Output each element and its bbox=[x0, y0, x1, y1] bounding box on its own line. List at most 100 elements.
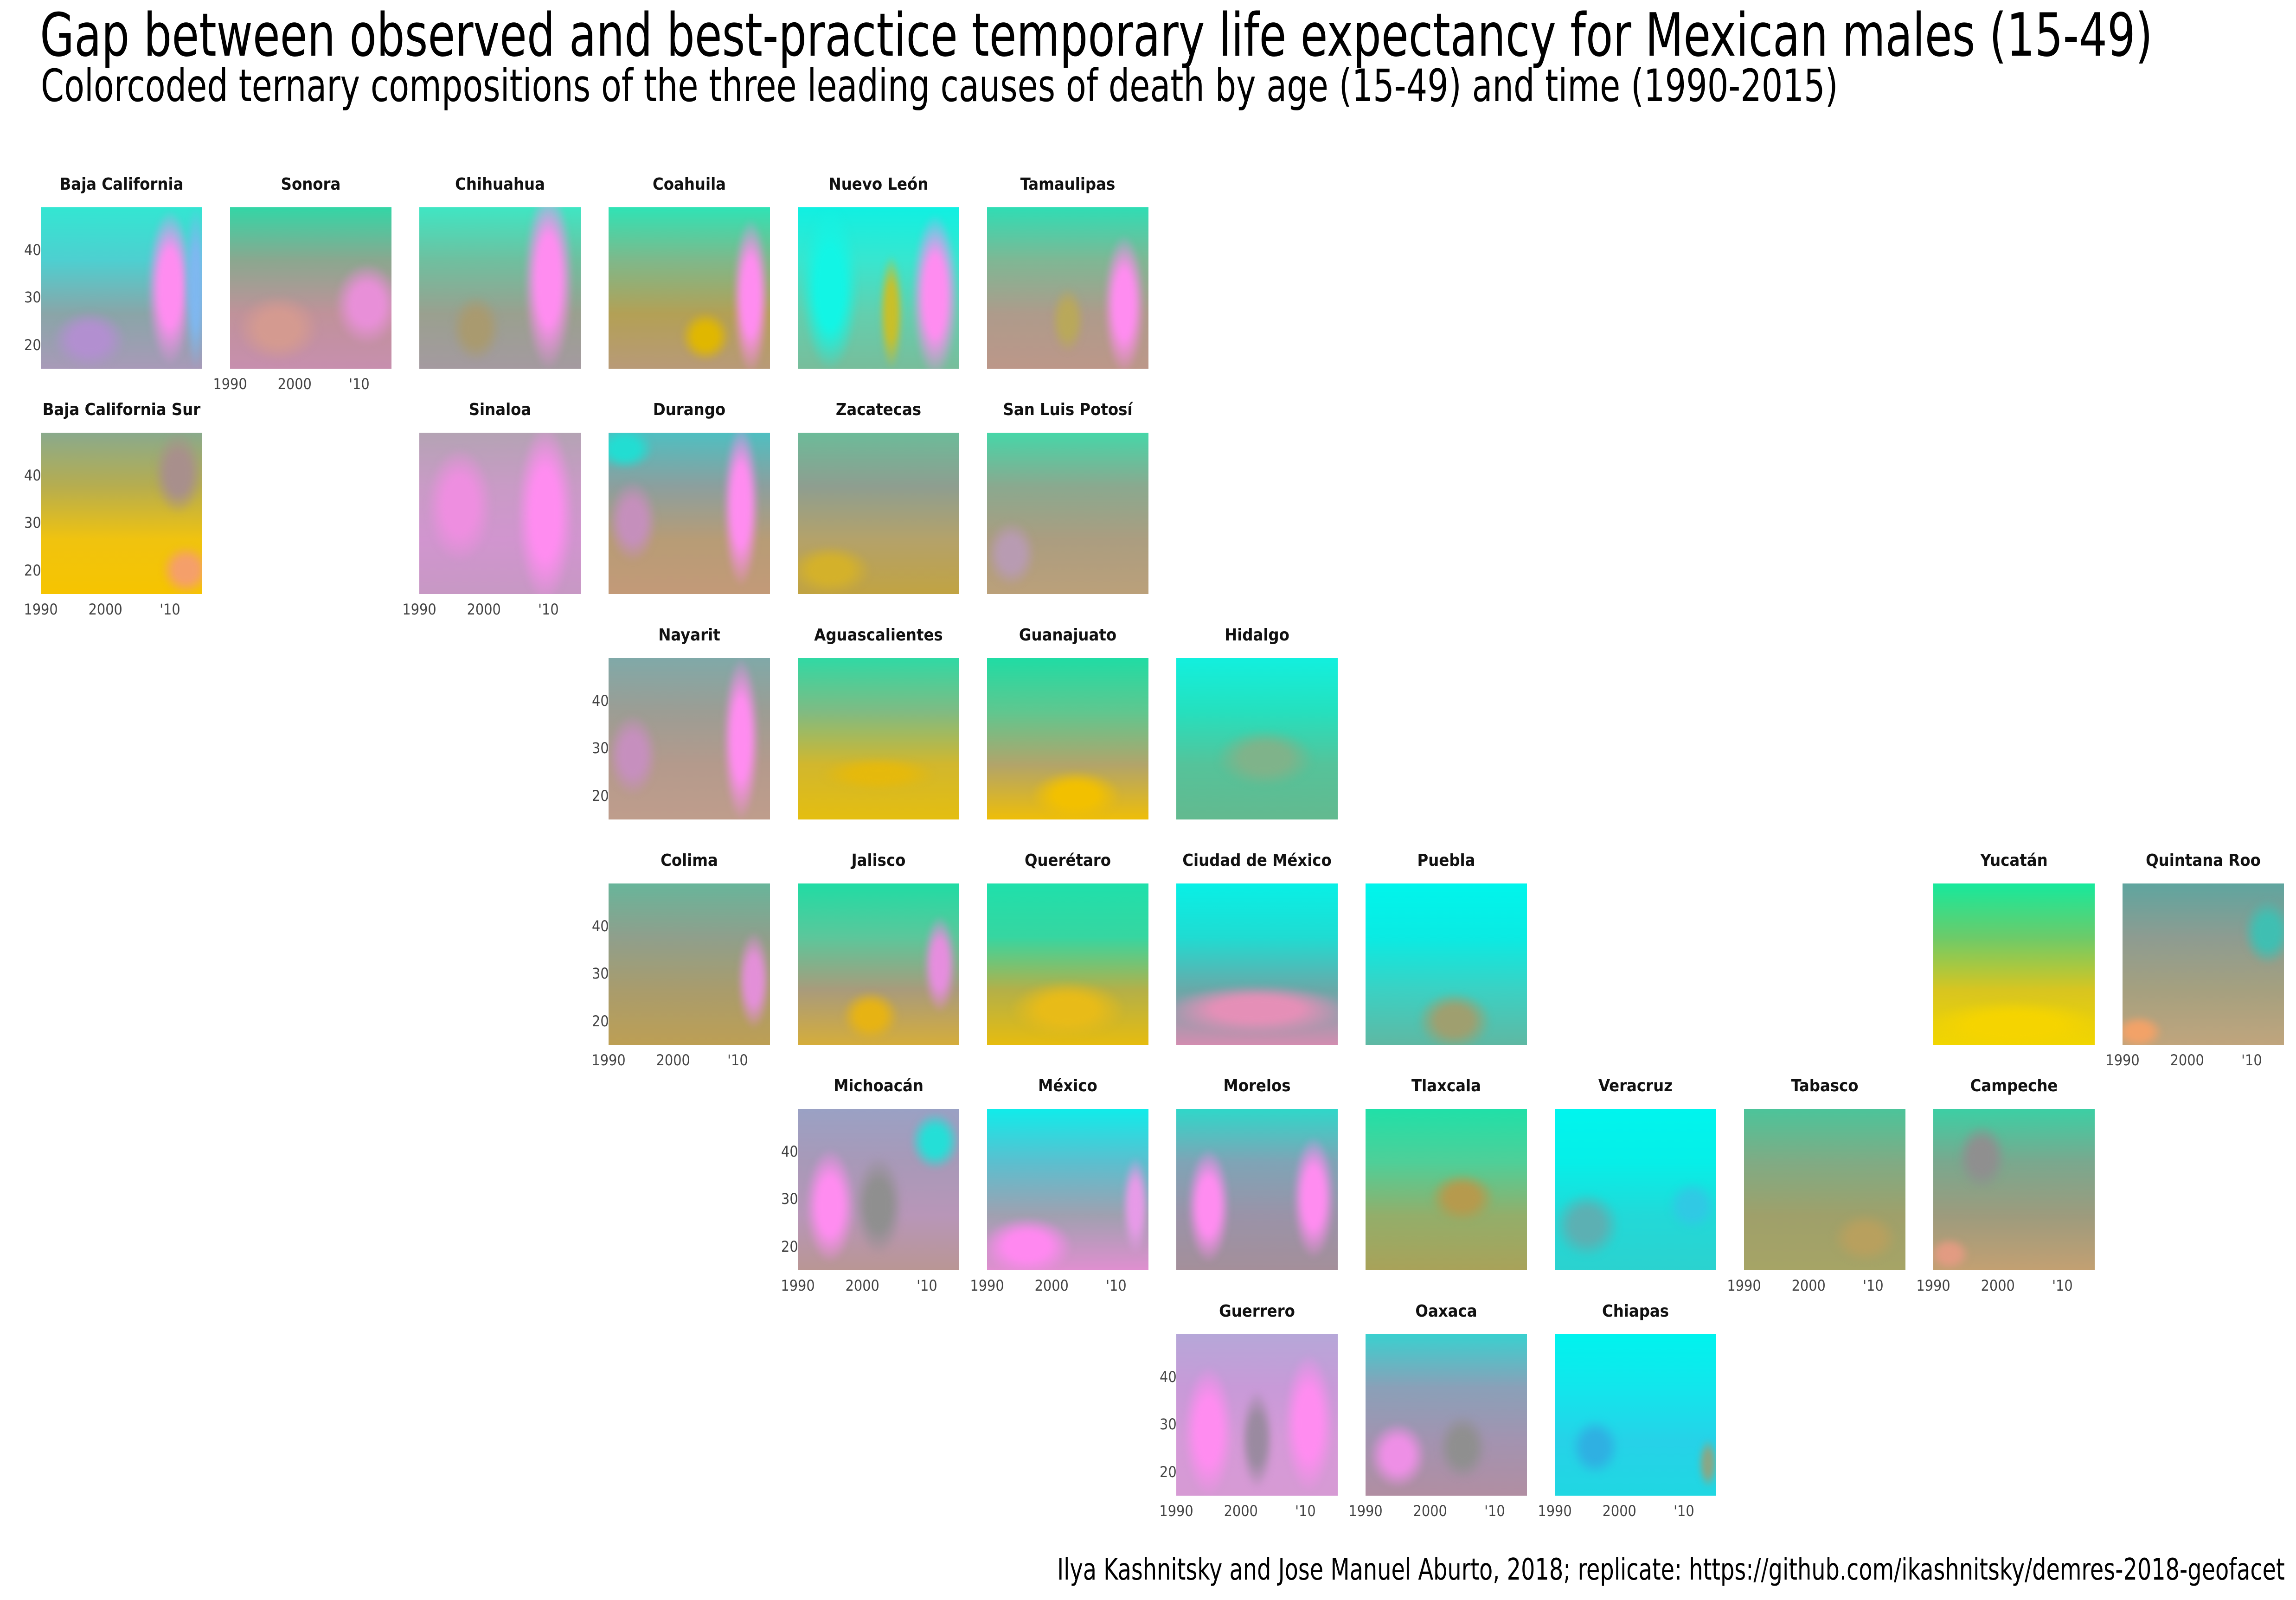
x-tick-label: 2000 bbox=[467, 601, 501, 618]
heatmap-region bbox=[1555, 1192, 1620, 1258]
heatmap-tile bbox=[1176, 883, 1338, 1045]
heatmap-region bbox=[924, 915, 956, 1013]
facet-chiapas: Chiapas 1990 2000 '10 bbox=[1538, 1302, 1716, 1520]
heatmap-tile bbox=[798, 883, 959, 1045]
heatmap-region bbox=[912, 215, 958, 369]
heatmap-region bbox=[854, 1157, 903, 1254]
x-tick-label: '10 bbox=[1106, 1277, 1127, 1294]
heatmap-region bbox=[162, 545, 202, 594]
heatmap-region bbox=[53, 311, 126, 368]
x-tick-label: '10 bbox=[727, 1051, 748, 1069]
facet-title: Chiapas bbox=[1602, 1302, 1669, 1321]
heatmap-region bbox=[880, 256, 903, 369]
heatmap-region bbox=[609, 481, 657, 562]
facet-title: Coahuila bbox=[652, 175, 726, 194]
facet-nuevo-le-n: Nuevo León bbox=[798, 175, 959, 369]
facet-title: Tabasco bbox=[1791, 1076, 1859, 1095]
heatmap-region bbox=[987, 521, 1036, 586]
facet-baja-california-sur: Baja California Sur 20 30 40 1990 2000 '10 bbox=[24, 400, 202, 618]
y-tick-label: 40 bbox=[781, 1143, 798, 1161]
heatmap-tile bbox=[1933, 1109, 2095, 1270]
y-tick-label: 40 bbox=[24, 241, 41, 259]
facet-title: Guanajuato bbox=[1019, 626, 1117, 645]
x-tick-label: 1990 bbox=[213, 375, 247, 393]
chart-subtitle: Colorcoded ternary compositions of the t… bbox=[41, 60, 1838, 112]
heatmap-tile bbox=[609, 883, 770, 1045]
facet-veracruz: Veracruz bbox=[1555, 1076, 1716, 1270]
heatmap-region bbox=[732, 219, 769, 369]
heatmap-region bbox=[524, 207, 573, 369]
facet-quer-taro: Querétaro bbox=[987, 851, 1148, 1045]
heatmap-region bbox=[1104, 235, 1145, 369]
heatmap-region bbox=[798, 545, 871, 594]
heatmap-region bbox=[822, 758, 935, 791]
heatmap-tile bbox=[41, 433, 202, 594]
heatmap-region bbox=[1833, 1214, 1898, 1262]
heatmap-region bbox=[1184, 1366, 1233, 1496]
x-tick-label: 1990 bbox=[2105, 1051, 2140, 1069]
heatmap-tile bbox=[1933, 883, 2095, 1045]
heatmap-region bbox=[609, 433, 653, 469]
heatmap-tile bbox=[419, 433, 581, 594]
y-tick-label: 30 bbox=[781, 1190, 798, 1208]
facet-title: Yucatán bbox=[1980, 851, 2048, 870]
y-tick-label: 30 bbox=[24, 288, 41, 307]
y-tick-label: 20 bbox=[592, 1012, 609, 1030]
facet-title: Sonora bbox=[281, 175, 341, 194]
chart-caption: Ilya Kashnitsky and Jose Manuel Aburto, … bbox=[1057, 1553, 2285, 1587]
x-tick-label: 2000 bbox=[1224, 1502, 1258, 1520]
facet-guerrero: Guerrero 20 30 40 1990 2000 '10 bbox=[1159, 1302, 1338, 1520]
heatmap-tile bbox=[798, 433, 959, 594]
y-tick-label: 20 bbox=[1160, 1463, 1177, 1481]
x-tick-label: 2000 bbox=[1981, 1277, 2015, 1294]
heatmap-region bbox=[842, 992, 899, 1040]
heatmap-region bbox=[1667, 1181, 1716, 1230]
heatmap-tile bbox=[1366, 883, 1527, 1045]
x-tick-label: 2000 bbox=[845, 1277, 879, 1294]
facet-quintana-roo: Quintana Roo 1990 2000 '10 bbox=[2105, 851, 2284, 1069]
facet-title: Michoacán bbox=[834, 1076, 924, 1095]
facet-sinaloa: Sinaloa 1990 2000 '10 bbox=[402, 400, 581, 618]
heatmap-tile bbox=[987, 1109, 1148, 1270]
y-tick-label: 40 bbox=[592, 692, 609, 710]
facet-campeche: Campeche 1990 2000 '10 bbox=[1916, 1076, 2095, 1294]
heatmap-region bbox=[1284, 1354, 1333, 1492]
heatmap-tile bbox=[1176, 1334, 1338, 1496]
heatmap-region bbox=[802, 207, 859, 369]
facet-durango: Durango bbox=[609, 400, 770, 594]
heatmap-region bbox=[738, 932, 770, 1029]
facet-title: Sinaloa bbox=[468, 400, 532, 419]
y-tick-label: 40 bbox=[592, 917, 609, 935]
heatmap-tile bbox=[798, 658, 959, 819]
heatmap-region bbox=[1052, 288, 1084, 353]
facet-guanajuato: Guanajuato bbox=[987, 626, 1148, 819]
x-tick-label: 1990 bbox=[591, 1051, 626, 1069]
heatmap-region bbox=[1933, 1238, 1970, 1270]
heatmap-region bbox=[517, 433, 574, 594]
heatmap-region bbox=[1418, 992, 1491, 1045]
heatmap-tile bbox=[1555, 1109, 1716, 1270]
facet-ciudad-de-m-xico: Ciudad de México bbox=[1176, 851, 1338, 1045]
heatmap-tile bbox=[1176, 658, 1338, 819]
x-tick-label: 1990 bbox=[781, 1277, 815, 1294]
heatmap-region bbox=[1438, 1415, 1487, 1480]
x-tick-label: 1990 bbox=[970, 1277, 1004, 1294]
heatmap-tile bbox=[1744, 1109, 1905, 1270]
facet-title: Guerrero bbox=[1219, 1302, 1295, 1321]
heatmap-region bbox=[1571, 1419, 1620, 1476]
heatmap-region bbox=[1187, 1149, 1230, 1262]
heatmap-region bbox=[1176, 985, 1338, 1034]
facet-title: Jalisco bbox=[851, 851, 906, 870]
heatmap-region bbox=[1241, 1390, 1273, 1488]
heatmap-region bbox=[1011, 981, 1124, 1038]
facet-title: Querétaro bbox=[1024, 851, 1111, 870]
y-tick-label: 30 bbox=[592, 965, 609, 983]
x-tick-label: '10 bbox=[1674, 1502, 1694, 1520]
heatmap-tile bbox=[1366, 1334, 1527, 1496]
heatmap-region bbox=[1217, 730, 1314, 787]
heatmap-tile bbox=[1555, 1334, 1716, 1496]
facet-puebla: Puebla bbox=[1366, 851, 1527, 1045]
heatmap-region bbox=[1122, 1157, 1148, 1254]
facet-title: Nuevo León bbox=[828, 175, 929, 194]
heatmap-tile bbox=[230, 207, 391, 369]
